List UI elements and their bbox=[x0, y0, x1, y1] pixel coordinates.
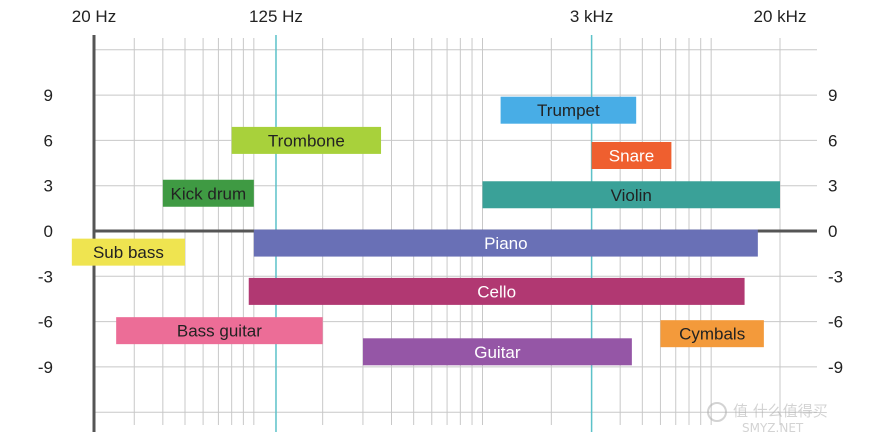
bar-label-bass-guitar: Bass guitar bbox=[177, 322, 262, 341]
y-tick-label-left: 3 bbox=[44, 177, 53, 196]
bar-piano bbox=[253, 229, 758, 257]
x-tick-label: 3 kHz bbox=[570, 7, 613, 26]
y-tick-label-left: 6 bbox=[44, 131, 53, 150]
bar-cello bbox=[248, 277, 745, 305]
bar-label-sub-bass: Sub bass bbox=[93, 243, 164, 262]
y-tick-label-right: -9 bbox=[828, 358, 843, 377]
bar-guitar bbox=[362, 338, 632, 366]
bar-snare bbox=[591, 142, 672, 169]
bar-label-cymbals: Cymbals bbox=[679, 325, 745, 344]
bar-trombone bbox=[231, 126, 382, 154]
bar-bass-guitar bbox=[116, 317, 323, 345]
bar-violin bbox=[482, 181, 780, 209]
y-tick-label-right: 9 bbox=[828, 86, 837, 105]
y-tick-label-right: -3 bbox=[828, 267, 843, 286]
y-tick-label-left: -6 bbox=[38, 313, 53, 332]
y-tick-label-left: -9 bbox=[38, 358, 53, 377]
bar-label-snare: Snare bbox=[609, 147, 654, 166]
bar-label-violin: Violin bbox=[611, 186, 652, 205]
y-tick-label-right: -6 bbox=[828, 313, 843, 332]
bar-kick-drum bbox=[162, 179, 254, 207]
bar-cymbals bbox=[660, 320, 764, 348]
bar-label-trumpet: Trumpet bbox=[537, 101, 600, 120]
bar-label-piano: Piano bbox=[484, 234, 527, 253]
y-tick-labels-right: 9 6 3 0 -3 -6 -9 bbox=[828, 86, 843, 377]
watermark-line1: 值 什么值得买 bbox=[733, 402, 828, 420]
y-tick-label-left: -3 bbox=[38, 267, 53, 286]
x-tick-label: 20 kHz bbox=[754, 7, 807, 26]
watermark-line2: SMYZ.NET bbox=[742, 421, 804, 435]
y-tick-label-right: 6 bbox=[828, 131, 837, 150]
y-tick-label-right: 0 bbox=[828, 222, 837, 241]
y-tick-label-left: 0 bbox=[44, 222, 53, 241]
y-tick-label-right: 3 bbox=[828, 177, 837, 196]
bar-label-kick-drum: Kick drum bbox=[171, 184, 247, 203]
instrument-bars: Trumpet Trombone Snare Kick drum Violin Sub b… bbox=[71, 96, 780, 366]
x-tick-labels: 20 Hz 125 Hz 3 kHz 20 kHz bbox=[72, 7, 807, 26]
bar-label-cello: Cello bbox=[477, 282, 516, 301]
watermark: 值 什么值得买 SMYZ.NET bbox=[707, 402, 828, 435]
bar-trumpet bbox=[500, 96, 637, 124]
x-tick-label: 125 Hz bbox=[249, 7, 303, 26]
x-tick-label: 20 Hz bbox=[72, 7, 116, 26]
y-tick-label-left: 9 bbox=[44, 86, 53, 105]
bar-label-trombone: Trombone bbox=[268, 131, 345, 150]
y-tick-labels-left: 9 6 3 0 -3 -6 -9 bbox=[38, 86, 53, 377]
bar-sub-bass bbox=[71, 238, 185, 266]
bar-label-guitar: Guitar bbox=[474, 343, 521, 362]
watermark-logo-icon bbox=[707, 402, 727, 422]
